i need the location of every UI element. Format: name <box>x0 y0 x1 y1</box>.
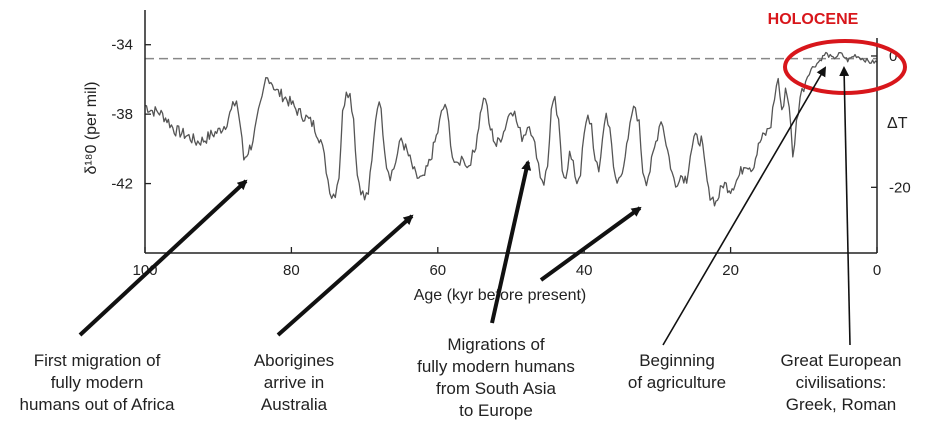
y-right-tick-label: 0 <box>889 48 897 65</box>
annotation-south-asia-europe-line: Migrations of <box>447 335 545 354</box>
annotation-out-of-africa-line: fully modern <box>51 373 144 392</box>
annotation-civilisations-line: Greek, Roman <box>786 395 897 414</box>
plot-area <box>144 51 878 207</box>
arrow-out-of-africa <box>78 179 248 337</box>
y-axis-left-label: δ¹⁸0 (per mil) <box>83 82 100 175</box>
x-tick-label: 80 <box>283 262 300 279</box>
arrow-agriculture <box>662 66 827 346</box>
y-left-tick-label: -34 <box>111 37 133 54</box>
annotation-out-of-africa-line: humans out of Africa <box>20 395 176 414</box>
y-axis-right-label: ΔT <box>887 115 908 132</box>
y-left-tick-label: -38 <box>111 106 133 123</box>
annotation-south-asia-europe-line: from South Asia <box>436 379 557 398</box>
x-tick-label: 40 <box>576 262 593 279</box>
y-left-tick-label: -42 <box>111 176 133 193</box>
annotation-civilisations-line: Great European <box>781 351 902 370</box>
arrow-south-asia-1 <box>490 160 532 324</box>
annotations <box>78 39 907 346</box>
annotation-out-of-africa-line: First migration of <box>34 351 161 370</box>
arrow-south-asia-2 <box>539 206 642 282</box>
x-tick-label: 20 <box>722 262 739 279</box>
delta-o18-series-line <box>144 51 878 207</box>
annotation-agriculture-line: Beginning <box>639 351 715 370</box>
annotation-aborigines-line: Australia <box>261 395 328 414</box>
annotation-agriculture-line: of agriculture <box>628 373 726 392</box>
arrow-aborigines <box>276 214 414 337</box>
annotation-aborigines-line: Aborigines <box>254 351 334 370</box>
arrow-civilisations <box>839 66 851 346</box>
annotation-civilisations-line: civilisations: <box>796 373 887 392</box>
y-right-tick-label: -20 <box>889 179 911 196</box>
x-tick-label: 0 <box>873 262 881 279</box>
annotation-south-asia-europe-line: fully modern humans <box>417 357 575 376</box>
holocene-label: HOLOCENE <box>768 11 859 28</box>
annotation-aborigines-line: arrive in <box>264 373 324 392</box>
annotation-south-asia-europe-line: to Europe <box>459 401 533 420</box>
x-tick-label: 60 <box>429 262 446 279</box>
